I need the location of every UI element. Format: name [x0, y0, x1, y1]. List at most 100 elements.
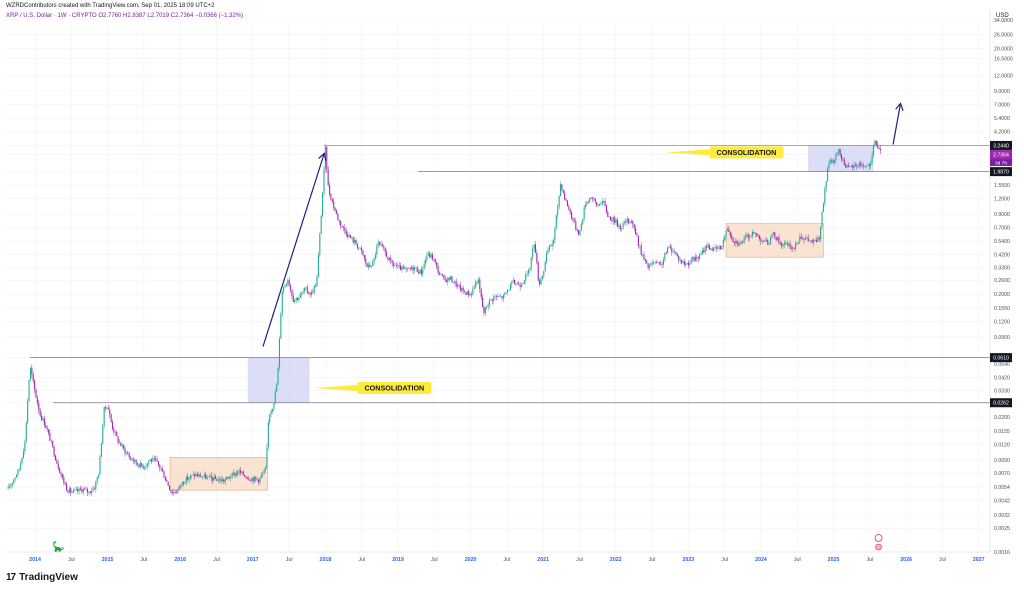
- candle-body: [505, 292, 507, 293]
- candle-body: [493, 296, 495, 301]
- price-axis[interactable]: 34.0000 26.0000 20.0000 16.5000 12.0000 9.000…: [989, 10, 1013, 556]
- candle-body: [808, 240, 811, 242]
- candle-body: [68, 488, 70, 493]
- candle-body: [772, 232, 774, 235]
- candle-body: [597, 204, 599, 206]
- candle-body: [530, 257, 532, 268]
- candle-body: [41, 415, 43, 420]
- candle-body: [93, 488, 95, 490]
- candle-body: [648, 265, 651, 268]
- candle-body: [276, 384, 278, 392]
- candle-body: [856, 164, 858, 167]
- price-tick-label: 0.7000: [994, 225, 1010, 231]
- candle-body: [206, 476, 208, 479]
- candle-body: [273, 403, 275, 410]
- candle-body: [827, 168, 829, 182]
- candle-body: [141, 462, 143, 466]
- candle-body: [526, 273, 528, 275]
- callout-pointer: [665, 149, 710, 156]
- candle-body: [861, 165, 863, 166]
- candle-body: [874, 140, 876, 146]
- candle-body: [17, 469, 19, 476]
- time-axis[interactable]: 2014 Jul 2015 Jul 2016 Jul 2017 Jul 2018 Jul 2019 J…: [6, 551, 990, 563]
- time-tick-label: Jul: [649, 557, 656, 563]
- candle-body: [689, 262, 691, 265]
- candle-body: [664, 253, 666, 260]
- candle-body: [15, 475, 18, 478]
- candle-body: [655, 262, 658, 263]
- candle-body: [188, 478, 190, 480]
- candle-body: [212, 477, 214, 481]
- candle-body: [696, 256, 698, 259]
- candle-body: [103, 406, 105, 426]
- candle-body: [387, 257, 389, 260]
- candle-body: [707, 244, 709, 248]
- candle-body: [736, 240, 738, 244]
- candle-body: [11, 482, 13, 485]
- candle-body: [10, 484, 12, 488]
- candle-body: [650, 263, 652, 266]
- candle-body: [466, 291, 468, 295]
- candle-body: [42, 418, 44, 420]
- candle-body: [309, 293, 311, 295]
- price-tick-label: 0.0900: [994, 335, 1010, 341]
- candle-body: [27, 401, 29, 423]
- candle-body: [252, 478, 254, 482]
- candle-body: [287, 280, 289, 284]
- candle-body: [657, 262, 659, 263]
- candle-body: [532, 248, 534, 258]
- price-tick-label: 0.0070: [994, 471, 1010, 477]
- candle-body: [281, 291, 283, 314]
- candle-body: [75, 489, 77, 490]
- candle-body: [512, 279, 514, 282]
- candle-body: [84, 488, 86, 490]
- time-tick-label: 2022: [610, 557, 622, 563]
- candle-body: [644, 259, 646, 261]
- candle-body: [643, 254, 645, 260]
- candle-body: [501, 296, 503, 299]
- candle-body: [775, 236, 777, 240]
- candle-body: [95, 481, 97, 490]
- candle-body: [125, 452, 127, 454]
- candle-body: [237, 472, 239, 474]
- candle-body: [284, 285, 286, 288]
- candle-body: [427, 253, 429, 256]
- candle-body: [25, 422, 27, 442]
- candle-body: [704, 246, 706, 253]
- time-tick-label: Jul: [286, 557, 293, 563]
- candle-body: [522, 283, 524, 285]
- price-tick-label: 5.4000: [994, 116, 1010, 122]
- candle-body: [630, 220, 633, 223]
- candle-body: [406, 268, 409, 270]
- candle-body: [313, 286, 315, 293]
- candle-body: [67, 490, 69, 493]
- candle-body: [790, 247, 792, 249]
- consolidation-zone: [808, 145, 874, 172]
- candle-body: [554, 227, 556, 241]
- candle-body: [310, 291, 313, 295]
- candle-body: [594, 198, 596, 202]
- tradingview-brand[interactable]: 17 TradingView: [6, 572, 78, 583]
- candle-body: [85, 488, 87, 490]
- candle-body: [38, 403, 40, 411]
- candle-body: [418, 271, 420, 274]
- candle-body: [82, 488, 84, 493]
- candle-body: [605, 205, 607, 213]
- candle-body: [807, 237, 809, 241]
- candle-body: [187, 476, 189, 480]
- candle-body: [167, 481, 169, 486]
- candle-body: [591, 197, 594, 199]
- candle-body: [486, 306, 488, 308]
- candle-body: [259, 477, 261, 483]
- candle-body: [228, 477, 230, 479]
- price-tick-label: 0.4200: [994, 253, 1010, 259]
- candle-body: [220, 478, 222, 482]
- candle-body: [674, 251, 676, 253]
- candle-body: [537, 262, 539, 281]
- candle-body: [164, 477, 166, 481]
- candle-body: [494, 296, 496, 297]
- candle-body: [845, 164, 847, 168]
- price-tick-label: 34.0000: [994, 18, 1013, 24]
- candle-body: [413, 267, 415, 271]
